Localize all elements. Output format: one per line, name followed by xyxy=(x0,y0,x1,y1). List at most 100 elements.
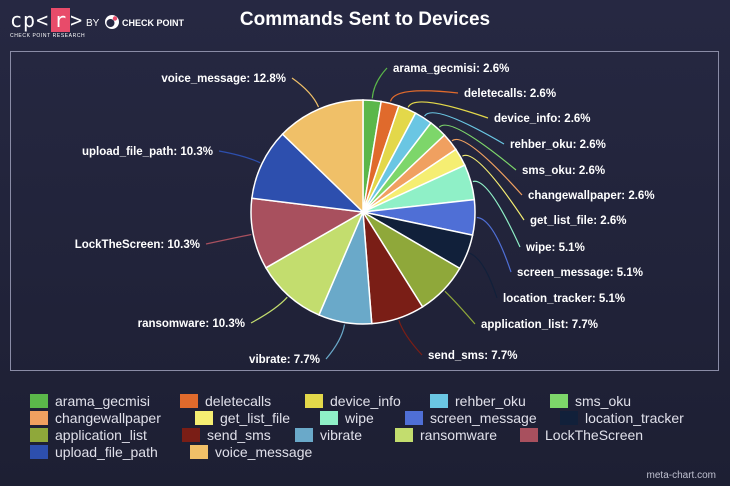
legend-label: wipe xyxy=(345,410,374,426)
credit-text: meta-chart.com xyxy=(646,470,716,481)
header: cp< r > CHECK POINT RESEARCH BY CHECK POIN… xyxy=(0,0,730,44)
legend-swatch xyxy=(190,445,208,459)
legend-swatch xyxy=(195,411,213,425)
legend-item-get_list_file: get_list_file xyxy=(195,410,290,426)
legend-swatch xyxy=(180,394,198,408)
legend-swatch xyxy=(182,428,200,442)
plot-frame xyxy=(10,51,719,371)
legend-swatch xyxy=(295,428,313,442)
slice-label-device_info: device_info: 2.6% xyxy=(494,113,591,125)
leader-line-location_tracker xyxy=(469,252,498,299)
legend-label: device_info xyxy=(330,393,401,409)
leader-line-application_list xyxy=(444,290,476,325)
legend-item-application_list: application_list xyxy=(30,427,147,443)
leader-line-arama_gecmisi xyxy=(371,67,388,99)
by-text: BY xyxy=(86,18,100,29)
slice-label-screen_message: screen_message: 5.1% xyxy=(517,267,643,279)
legend-item-voice_message: voice_message xyxy=(190,444,312,460)
pie-slice-LockTheScreen xyxy=(250,197,366,269)
legend-swatch xyxy=(405,411,423,425)
slice-label-ransomware: ransomware: 10.3% xyxy=(138,318,245,330)
legend-label: deletecalls xyxy=(205,393,272,409)
legend-swatch xyxy=(30,394,48,408)
legend-label: arama_gecmisi xyxy=(55,393,150,409)
legend-item-vibrate: vibrate xyxy=(295,427,362,443)
slice-label-send_sms: send_sms: 7.7% xyxy=(428,350,518,362)
pie-slice-voice_message xyxy=(281,99,364,214)
legend-swatch xyxy=(305,394,323,408)
leader-line-changewallpaper xyxy=(451,138,523,196)
legend-swatch xyxy=(30,445,48,459)
leader-line-voice_message xyxy=(291,77,320,108)
legend-label: LockTheScreen xyxy=(545,427,644,443)
legend-item-changewallpaper: changewallpaper xyxy=(30,410,161,426)
legend-item-LockTheScreen: LockTheScreen xyxy=(520,427,643,443)
leader-line-rehber_oku xyxy=(424,112,505,145)
legend-label: ransomware xyxy=(420,427,498,443)
legend-item-deletecalls: deletecalls xyxy=(180,393,271,409)
legend-item-screen_message: screen_message xyxy=(405,410,537,426)
leader-line-send_sms xyxy=(398,320,423,356)
legend-label: upload_file_path xyxy=(55,444,158,460)
legend-label: vibrate xyxy=(320,427,363,443)
slice-label-rehber_oku: rehber_oku: 2.6% xyxy=(510,139,606,151)
legend-swatch xyxy=(30,411,48,425)
leader-line-upload_file_path xyxy=(218,150,261,164)
slice-label-application_list: application_list: 7.7% xyxy=(481,319,598,331)
legend-swatch xyxy=(560,411,578,425)
check-point-logo-icon xyxy=(105,15,119,29)
slice-label-voice_message: voice_message: 12.8% xyxy=(161,73,286,85)
slice-label-wipe: wipe: 5.1% xyxy=(525,242,585,254)
legend-swatch xyxy=(550,394,568,408)
leader-line-ransomware xyxy=(250,296,288,324)
leader-line-LockTheScreen xyxy=(205,233,252,245)
legend-item-device_info: device_info xyxy=(305,393,401,409)
chart-title: Commands Sent to Devices xyxy=(239,9,491,30)
legend-label: rehber_oku xyxy=(455,393,526,409)
slice-label-LockTheScreen: LockTheScreen: 10.3% xyxy=(75,239,200,251)
legend-item-rehber_oku: rehber_oku xyxy=(430,393,526,409)
legend-swatch xyxy=(395,428,413,442)
leader-line-get_list_file xyxy=(462,154,525,221)
slice-label-get_list_file: get_list_file: 2.6% xyxy=(530,215,627,227)
slice-label-deletecalls: deletecalls: 2.6% xyxy=(464,88,556,100)
legend-swatch xyxy=(520,428,538,442)
legend-label: changewallpaper xyxy=(55,410,161,426)
logo-subtitle: CHECK POINT RESEARCH xyxy=(10,33,86,39)
cpr-logo: cp< r > xyxy=(10,8,84,32)
legend-swatch xyxy=(30,428,48,442)
leader-line-screen_message xyxy=(476,216,512,273)
legend-item-location_tracker: location_tracker xyxy=(560,410,684,426)
pie-slice-upload_file_path xyxy=(251,133,366,214)
leader-line-deletecalls xyxy=(389,90,459,102)
legend-item-sms_oku: sms_oku xyxy=(550,393,631,409)
legend-label: sms_oku xyxy=(575,393,632,409)
leader-line-vibrate xyxy=(325,324,346,360)
legend-item-wipe: wipe xyxy=(320,410,374,426)
pie-slice-ransomware xyxy=(264,210,365,316)
slice-label-changewallpaper: changewallpaper: 2.6% xyxy=(528,190,655,202)
slice-label-sms_oku: sms_oku: 2.6% xyxy=(522,165,605,177)
legend-label: get_list_file xyxy=(220,410,291,426)
slice-label-vibrate: vibrate: 7.7% xyxy=(249,354,320,366)
leader-line-wipe xyxy=(472,180,521,248)
leader-line-device_info xyxy=(407,101,489,119)
legend-label: location_tracker xyxy=(585,410,684,426)
slice-label-arama_gecmisi: arama_gecmisi: 2.6% xyxy=(393,63,509,75)
legend-item-ransomware: ransomware xyxy=(395,427,497,443)
legend-label: application_list xyxy=(55,427,147,443)
check-point-text: CHECK POINT xyxy=(122,18,185,28)
legend-item-arama_gecmisi: arama_gecmisi xyxy=(30,393,150,409)
slice-label-location_tracker: location_tracker: 5.1% xyxy=(503,293,625,305)
legend-swatch xyxy=(430,394,448,408)
legend-swatch xyxy=(320,411,338,425)
leader-line-sms_oku xyxy=(438,124,517,171)
legend-label: screen_message xyxy=(430,410,537,426)
legend-item-send_sms: send_sms xyxy=(182,427,271,443)
slice-label-upload_file_path: upload_file_path: 10.3% xyxy=(82,146,213,158)
legend-label: send_sms xyxy=(207,427,271,443)
legend-label: voice_message xyxy=(215,444,313,460)
legend-item-upload_file_path: upload_file_path xyxy=(30,444,158,460)
